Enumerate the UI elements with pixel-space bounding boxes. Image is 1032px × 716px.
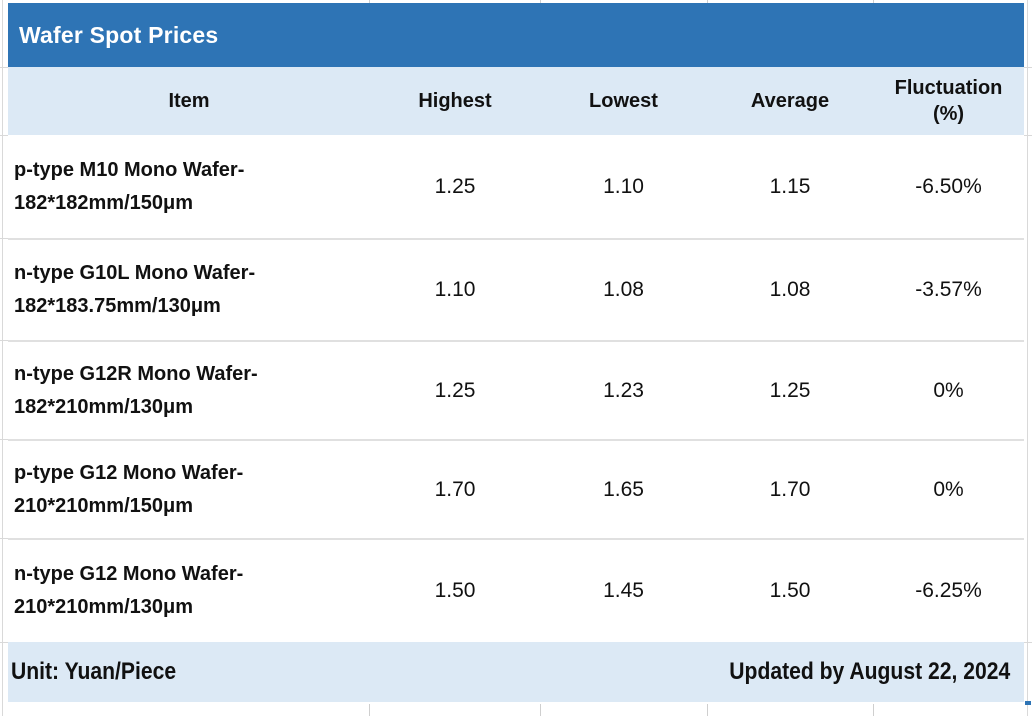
- spreadsheet-gridline-stub: [0, 67, 8, 68]
- column-header-lowest-label: Lowest: [589, 90, 658, 112]
- average-value: 1.50: [769, 579, 811, 602]
- column-header-fluctuation: Fluctuation (%): [873, 67, 1024, 135]
- item-name-cell: n-type G10L Mono Wafer- 182*183.75mm/130…: [8, 240, 370, 340]
- spreadsheet-gridline-tick: [873, 0, 874, 3]
- item-name-line1: n-type G12 Mono Wafer-: [14, 563, 244, 585]
- item-name-line2: 182*183.75mm/130μm: [14, 295, 221, 317]
- lowest-value: 1.45: [603, 579, 644, 602]
- item-name-cell: n-type G12 Mono Wafer- 210*210mm/130μm: [8, 540, 370, 642]
- spreadsheet-gridline-tick: [369, 704, 370, 716]
- spreadsheet-gridline-tick: [540, 704, 541, 716]
- highest-value: 1.70: [434, 477, 476, 501]
- highest-value: 1.25: [434, 174, 476, 198]
- spreadsheet-gridline-tick: [540, 0, 541, 3]
- spreadsheet-gridline-tick: [707, 704, 708, 716]
- item-name-line2: 210*210mm/130μm: [14, 596, 194, 618]
- table-row: p-type G12 Mono Wafer- 210*210mm/150μm 1…: [8, 439, 1024, 538]
- item-name-line2: 182*182mm/150μm: [14, 191, 194, 214]
- table-row: n-type G12 Mono Wafer- 210*210mm/130μm 1…: [8, 538, 1024, 642]
- fluctuation-value: -3.57%: [915, 278, 982, 301]
- item-name-line2: 182*210mm/130μm: [14, 395, 194, 418]
- spreadsheet-gridline-vertical-left: [2, 0, 3, 716]
- fluctuation-value: 0%: [933, 378, 964, 402]
- spreadsheet-gridline-stub: [0, 238, 8, 239]
- fluctuation-value: -6.25%: [915, 579, 982, 602]
- spreadsheet-gridline-stub: [0, 135, 8, 136]
- column-header-lowest: Lowest: [540, 67, 707, 135]
- column-header-item-label: Item: [168, 90, 210, 112]
- wafer-spot-prices-table: Wafer Spot Prices Item Highest Lowest Av…: [8, 3, 1024, 702]
- table-row: n-type G10L Mono Wafer- 182*183.75mm/130…: [8, 238, 1024, 340]
- updated-label: Updated by August 22, 2024: [729, 658, 1010, 685]
- column-header-highest: Highest: [370, 67, 540, 135]
- fluctuation-value: -6.50%: [915, 174, 982, 198]
- spreadsheet-gridline-vertical-right: [1027, 0, 1028, 716]
- item-name-line1: n-type G12R Mono Wafer-: [14, 362, 258, 385]
- column-header-average-label: Average: [750, 90, 830, 112]
- table-row: n-type G12R Mono Wafer- 182*210mm/130μm …: [8, 340, 1024, 439]
- highest-value: 1.25: [434, 378, 476, 402]
- spreadsheet-gridline-stub: [1024, 135, 1032, 136]
- table-title-bar: Wafer Spot Prices: [8, 3, 1024, 67]
- item-name-line1: p-type G12 Mono Wafer-: [14, 461, 244, 484]
- lowest-value: 1.23: [603, 378, 644, 402]
- table-title: Wafer Spot Prices: [19, 21, 219, 48]
- highest-value: 1.10: [434, 278, 476, 301]
- spreadsheet-gridline-stub: [0, 340, 8, 341]
- table-row: p-type M10 Mono Wafer- 182*182mm/150μm 1…: [8, 135, 1024, 238]
- fluctuation-value: 0%: [933, 477, 964, 501]
- spreadsheet-gridline-stub: [1024, 642, 1032, 643]
- unit-label: Unit: Yuan/Piece: [11, 658, 177, 685]
- spreadsheet-gridline-tick: [369, 0, 370, 3]
- spreadsheet-gridline-tick: [873, 704, 874, 716]
- column-header-fluctuation-label: Fluctuation (%): [894, 77, 1003, 125]
- average-value: 1.08: [769, 278, 811, 301]
- spreadsheet-gridline-stub: [1024, 67, 1032, 68]
- item-name-line1: n-type G10L Mono Wafer-: [14, 262, 256, 284]
- average-value: 1.15: [769, 174, 811, 198]
- item-name-line1: p-type M10 Mono Wafer-: [14, 158, 245, 181]
- item-name-cell: n-type G12R Mono Wafer- 182*210mm/130μm: [8, 342, 370, 439]
- item-name-line2: 210*210mm/150μm: [14, 494, 194, 517]
- spreadsheet-gridline-stub: [0, 642, 8, 643]
- column-header-average: Average: [707, 67, 873, 135]
- spreadsheet-gridline-stub: [0, 439, 8, 440]
- column-header-item: Item: [8, 67, 370, 135]
- lowest-value: 1.10: [603, 174, 644, 198]
- table-header-row: Item Highest Lowest Average Fluctuation …: [8, 67, 1024, 135]
- item-name-cell: p-type G12 Mono Wafer- 210*210mm/150μm: [8, 441, 370, 538]
- item-name-cell: p-type M10 Mono Wafer- 182*182mm/150μm: [8, 135, 370, 238]
- average-value: 1.25: [769, 378, 811, 402]
- lowest-value: 1.08: [603, 278, 644, 301]
- column-header-highest-label: Highest: [418, 90, 492, 112]
- average-value: 1.70: [769, 477, 811, 501]
- spreadsheet-gridline-stub: [0, 538, 8, 539]
- highest-value: 1.50: [434, 579, 476, 602]
- lowest-value: 1.65: [603, 477, 644, 501]
- spreadsheet-gridline-tick: [707, 0, 708, 3]
- table-footer: Unit: Yuan/Piece Updated by August 22, 2…: [8, 642, 1024, 702]
- excel-fill-handle-artifact: [1025, 701, 1031, 705]
